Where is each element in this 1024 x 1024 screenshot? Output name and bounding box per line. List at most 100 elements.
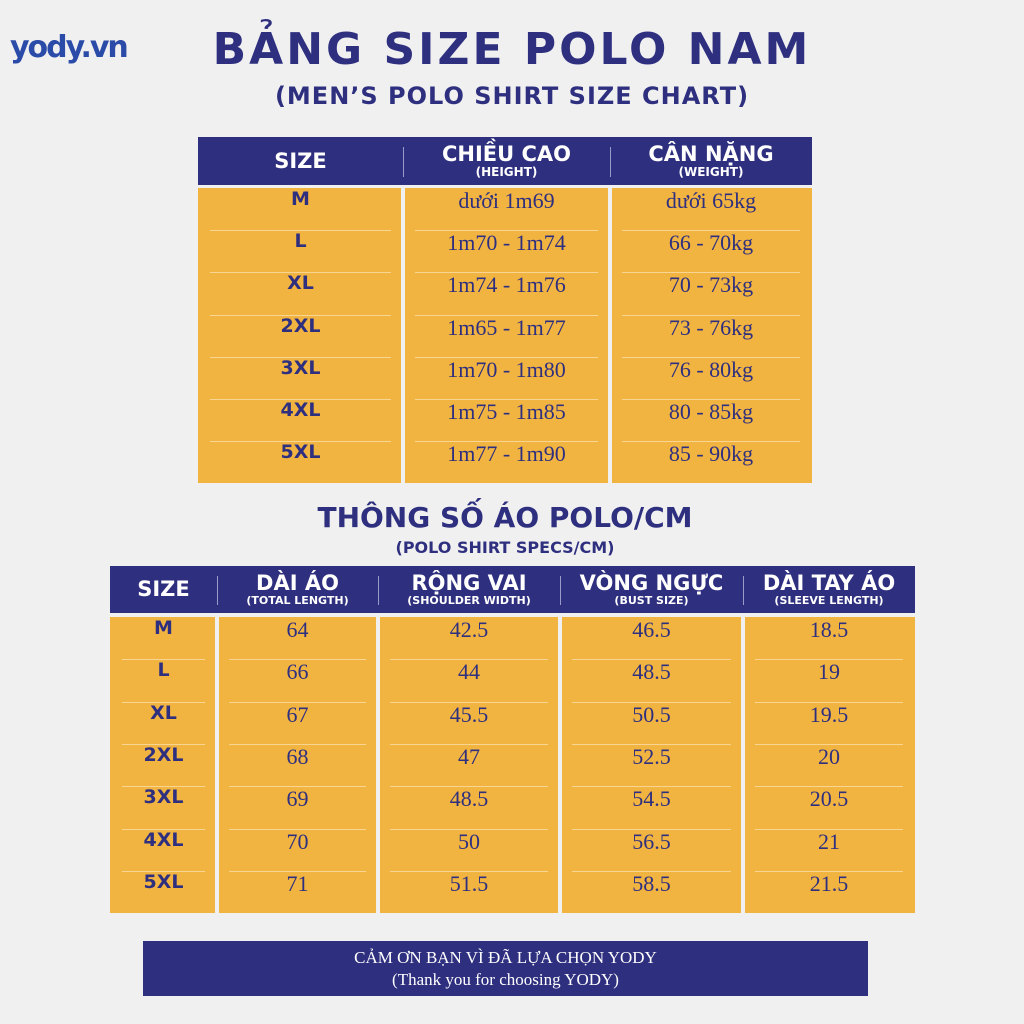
table-value: 70: [286, 828, 309, 854]
row-separator: [755, 743, 903, 745]
footer-box: CẢM ƠN BẠN VÌ ĐÃ LỰA CHỌN YODY (Thank yo…: [143, 941, 868, 996]
table-value: 51.5: [449, 870, 489, 896]
size-label: L: [157, 659, 170, 682]
footer-line: (Thank you for choosing YODY): [392, 970, 619, 989]
table-value: 73 - 76kg: [668, 314, 754, 340]
title: BẢNG SIZE POLO NAM: [212, 24, 812, 75]
table-value: 1m74 - 1m76: [447, 272, 566, 298]
table-value: 20: [818, 743, 840, 769]
table-value: 19.5: [809, 701, 849, 727]
header-cell: CHIỀU CAO (HEIGHT): [403, 137, 610, 185]
header-cell: RỘNG VAI (SHOULDER WIDTH): [378, 566, 560, 613]
size-label: 3XL: [280, 356, 321, 379]
size-label: 3XL: [143, 786, 184, 809]
column-label: SIZE: [137, 577, 190, 602]
table-header: [198, 137, 812, 185]
header-cell: SIZE: [198, 137, 403, 185]
footer-line: CẢM ƠN BẠN VÌ ĐÃ LỰA CHỌN YODY: [354, 948, 657, 967]
row-separator: [390, 743, 548, 745]
size-label: 5XL: [143, 870, 184, 893]
row-separator: [622, 356, 800, 358]
header-divider: [217, 576, 218, 605]
table-value: 18.5: [809, 617, 849, 642]
size-label: L: [294, 230, 307, 253]
table-value: dưới 65kg: [665, 188, 757, 213]
section-title: THÔNG SỐ ÁO POLO/CM: [317, 501, 693, 534]
column-cell: [110, 617, 215, 914]
row-separator: [122, 701, 205, 703]
table-value: 1m75 - 1m85: [447, 399, 566, 424]
table-value: 1m77 - 1m90: [447, 441, 566, 467]
row-separator: [622, 399, 800, 400]
row-separator: [415, 314, 598, 316]
logo: yody.vn: [10, 30, 129, 65]
column-cell: [562, 617, 741, 914]
column-cell: [612, 188, 812, 484]
row-separator: [755, 701, 903, 703]
column-sublabel: (HEIGHT): [475, 165, 538, 180]
table-value: 58.5: [632, 870, 671, 896]
row-separator: [390, 870, 548, 872]
row-separator: [229, 659, 366, 661]
row-separator: [572, 870, 731, 872]
column-label: RỘNG VAI: [411, 570, 527, 595]
header-cell: SIZE: [110, 566, 217, 613]
row-separator: [229, 743, 366, 745]
row-separator: [210, 230, 391, 232]
column-label: CÂN NẶNG: [648, 141, 774, 166]
row-separator: [122, 870, 205, 872]
table-value: 19: [818, 659, 840, 685]
column-sublabel: (SLEEVE LENGTH): [774, 594, 884, 608]
column-label: SIZE: [274, 148, 327, 173]
table-value: 76 - 80kg: [668, 356, 754, 382]
header-cell: DÀI TAY ÁO (SLEEVE LENGTH): [743, 566, 915, 613]
size-label: 4XL: [143, 828, 184, 851]
subtitle: (MEN’S POLO SHIRT SIZE CHART): [274, 82, 750, 110]
column-cell: [405, 188, 608, 484]
table-value: 56.5: [632, 828, 671, 854]
row-separator: [755, 870, 903, 872]
table-value: 1m65 - 1m77: [447, 314, 566, 340]
row-separator: [122, 659, 205, 661]
column-label: DÀI ÁO: [256, 570, 339, 595]
row-separator: [122, 786, 205, 788]
table-value: 54.5: [632, 786, 671, 812]
header-divider: [743, 576, 744, 605]
table-value: 50: [458, 828, 480, 854]
table-value: 70 - 73kg: [668, 272, 754, 298]
table-value: 80 - 85kg: [668, 399, 754, 424]
row-separator: [755, 786, 903, 788]
row-separator: [755, 659, 903, 661]
row-separator: [210, 356, 391, 358]
header-cell: VÒNG NGỰC (BUST SIZE): [560, 566, 743, 613]
table-value: 66 - 70kg: [668, 230, 754, 256]
row-separator: [415, 356, 598, 358]
row-separator: [622, 441, 800, 443]
row-separator: [390, 786, 548, 788]
size-label: M: [291, 188, 310, 210]
row-separator: [622, 272, 800, 274]
row-separator: [572, 828, 731, 830]
row-separator: [390, 659, 548, 661]
header-divider: [378, 576, 379, 605]
table-value: 67: [286, 701, 309, 727]
table-value: 46.5: [632, 617, 671, 642]
size-label: XL: [150, 701, 177, 724]
column-sublabel: (BUST SIZE): [614, 594, 689, 608]
row-separator: [622, 230, 800, 232]
table-value: 47: [458, 743, 480, 769]
row-separator: [229, 828, 366, 830]
size-label: 5XL: [280, 441, 321, 464]
column-label: VÒNG NGỰC: [579, 570, 724, 595]
row-separator: [122, 828, 205, 830]
row-separator: [415, 272, 598, 274]
size-label: 2XL: [143, 743, 184, 766]
table-value: 64: [286, 617, 309, 642]
row-separator: [622, 314, 800, 316]
row-separator: [572, 743, 731, 745]
table-value: dưới 1m69: [458, 188, 555, 213]
header-cell: DÀI ÁO (TOTAL LENGTH): [217, 566, 378, 613]
table-value: 52.5: [632, 743, 671, 769]
row-separator: [572, 786, 731, 788]
